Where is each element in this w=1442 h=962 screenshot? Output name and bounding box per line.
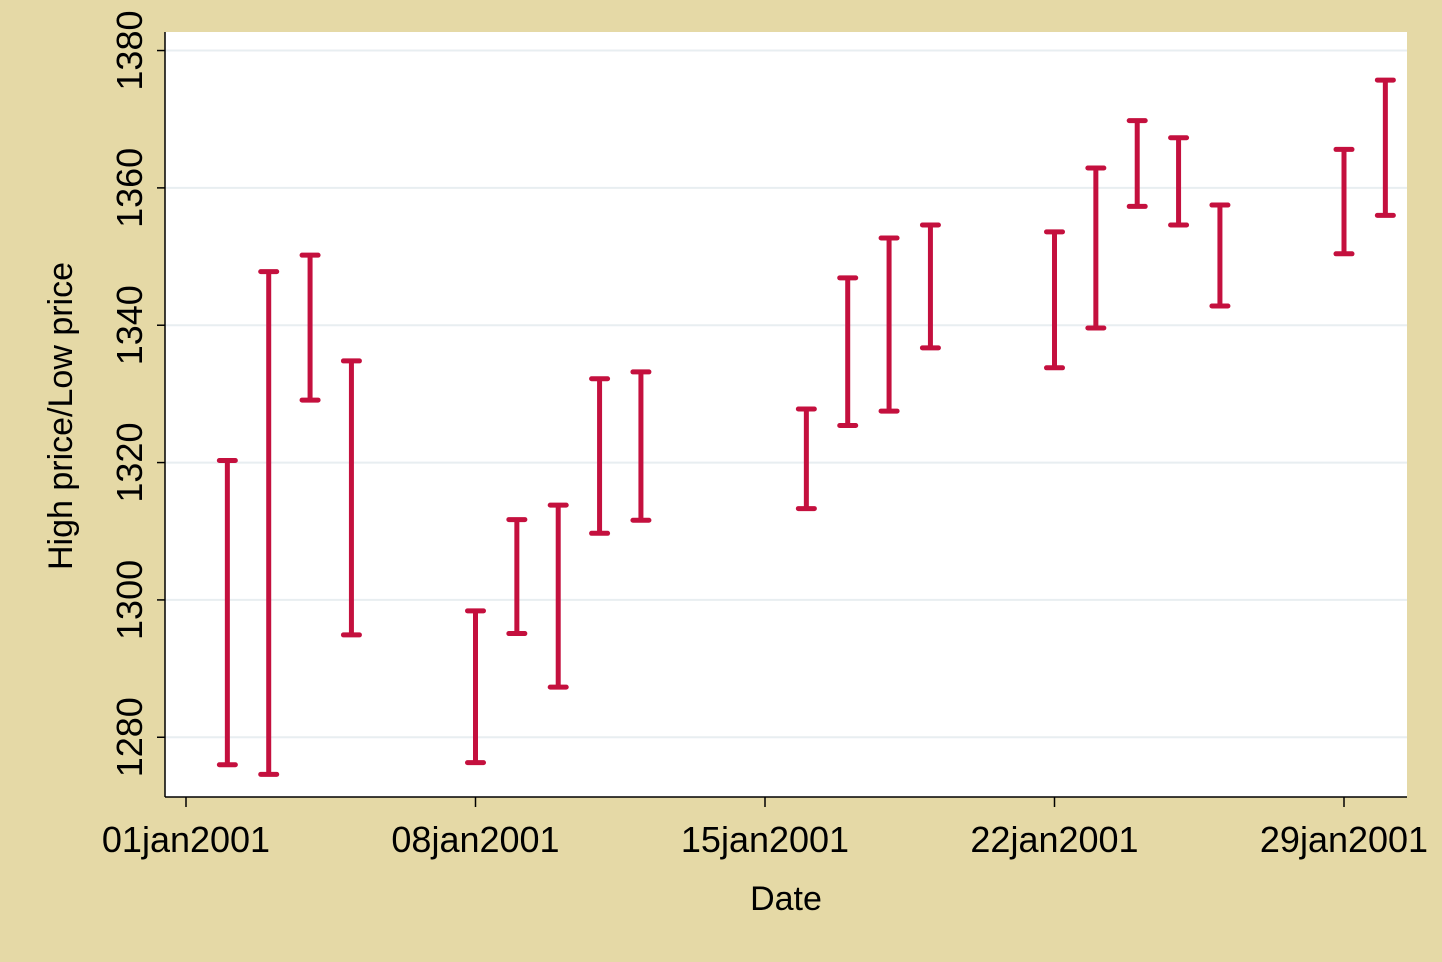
range-cap xyxy=(1333,146,1355,257)
range-cap xyxy=(589,376,611,536)
range-cap xyxy=(919,222,941,351)
y-tick-label: 1280 xyxy=(109,697,150,777)
range-cap xyxy=(1126,118,1148,209)
x-tick-label: 15jan2001 xyxy=(681,819,849,860)
y-tick-label: 1300 xyxy=(109,560,150,640)
y-tick-label: 1340 xyxy=(109,285,150,365)
x-tick-label: 01jan2001 xyxy=(102,819,270,860)
y-tick-label: 1380 xyxy=(109,10,150,90)
range-cap xyxy=(340,358,362,638)
range-cap xyxy=(465,608,486,766)
range-cap xyxy=(216,458,238,768)
x-ticks: 01jan2001 08jan2001 15jan2001 22jan2001 29ja… xyxy=(102,797,1428,860)
range-caps xyxy=(216,77,1396,777)
y-ticks: 1280 1300 1320 1340 1360 1380 xyxy=(109,10,165,777)
range-cap xyxy=(878,235,900,414)
x-tick-label: 29jan2001 xyxy=(1260,819,1428,860)
x-tick-label: 22jan2001 xyxy=(970,819,1138,860)
range-cap xyxy=(837,275,859,428)
range-cap xyxy=(506,517,528,637)
range-cap xyxy=(547,502,569,690)
range-cap xyxy=(795,406,817,512)
range-cap xyxy=(299,252,321,403)
range-cap xyxy=(1085,165,1107,331)
range-cap xyxy=(1168,135,1190,228)
y-axis-title: High price/Low price xyxy=(42,262,80,570)
y-tick-label: 1360 xyxy=(109,148,150,228)
plot-area xyxy=(165,32,1407,797)
range-cap xyxy=(1044,229,1065,371)
y-tick-label: 1320 xyxy=(109,423,150,503)
gridlines xyxy=(165,49,1407,739)
x-axis-title: Date xyxy=(750,880,822,918)
range-cap xyxy=(630,369,652,523)
range-cap xyxy=(1374,77,1396,218)
range-cap xyxy=(1209,202,1231,309)
x-tick-label: 08jan2001 xyxy=(391,819,559,860)
range-cap xyxy=(258,269,280,777)
